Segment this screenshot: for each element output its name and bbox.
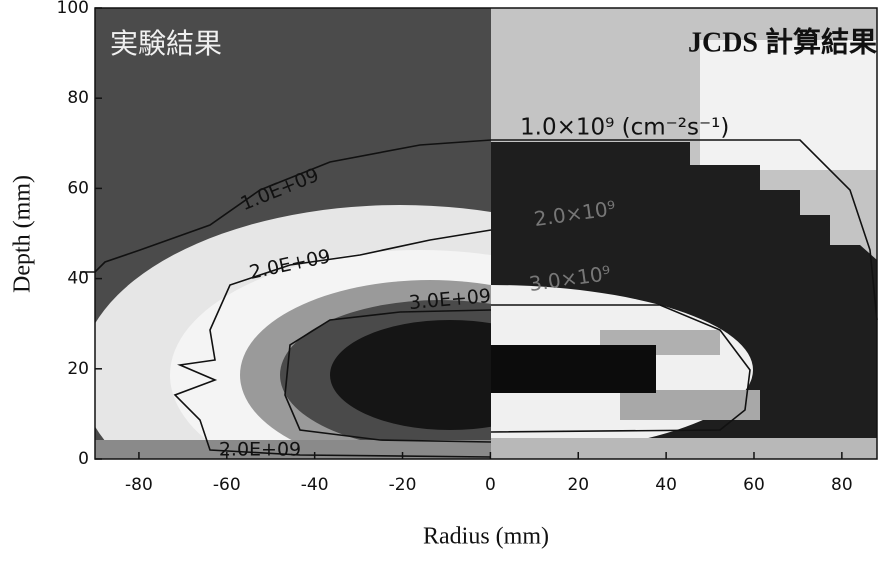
left-map (95, 8, 491, 459)
annotation: 1.0×10⁹ (cm⁻²s⁻¹) (520, 115, 729, 141)
y-tick-label: 20 (67, 359, 89, 379)
y-tick-label: 100 (57, 0, 89, 18)
x-axis-title: Radius (mm) (423, 524, 549, 550)
x-tick-label: -40 (301, 475, 329, 495)
y-tick-label: 60 (67, 178, 89, 198)
x-tick-label: 80 (831, 475, 853, 495)
plot-frame (94, 7, 878, 460)
right-label: JCDS 計算結果 (688, 25, 877, 58)
y-axis-title: Depth (mm) (10, 175, 36, 293)
y-tick-label: 0 (78, 449, 89, 469)
y-tick-label: 40 (67, 269, 89, 289)
x-tick-label: 40 (655, 475, 677, 495)
x-tick-label: 20 (567, 475, 589, 495)
contour-lines (80, 139, 878, 458)
x-tick-label: -20 (389, 475, 417, 495)
x-tick-label: -60 (213, 475, 241, 495)
x-tick-label: 0 (485, 475, 496, 495)
left-label: 実験結果 (110, 27, 222, 60)
x-tick-label: 60 (743, 475, 765, 495)
y-tick-label: 80 (67, 88, 89, 108)
contour-label: 2.0E+09 (219, 439, 301, 461)
right-map (491, 8, 877, 459)
x-tick-label: -80 (125, 475, 153, 495)
